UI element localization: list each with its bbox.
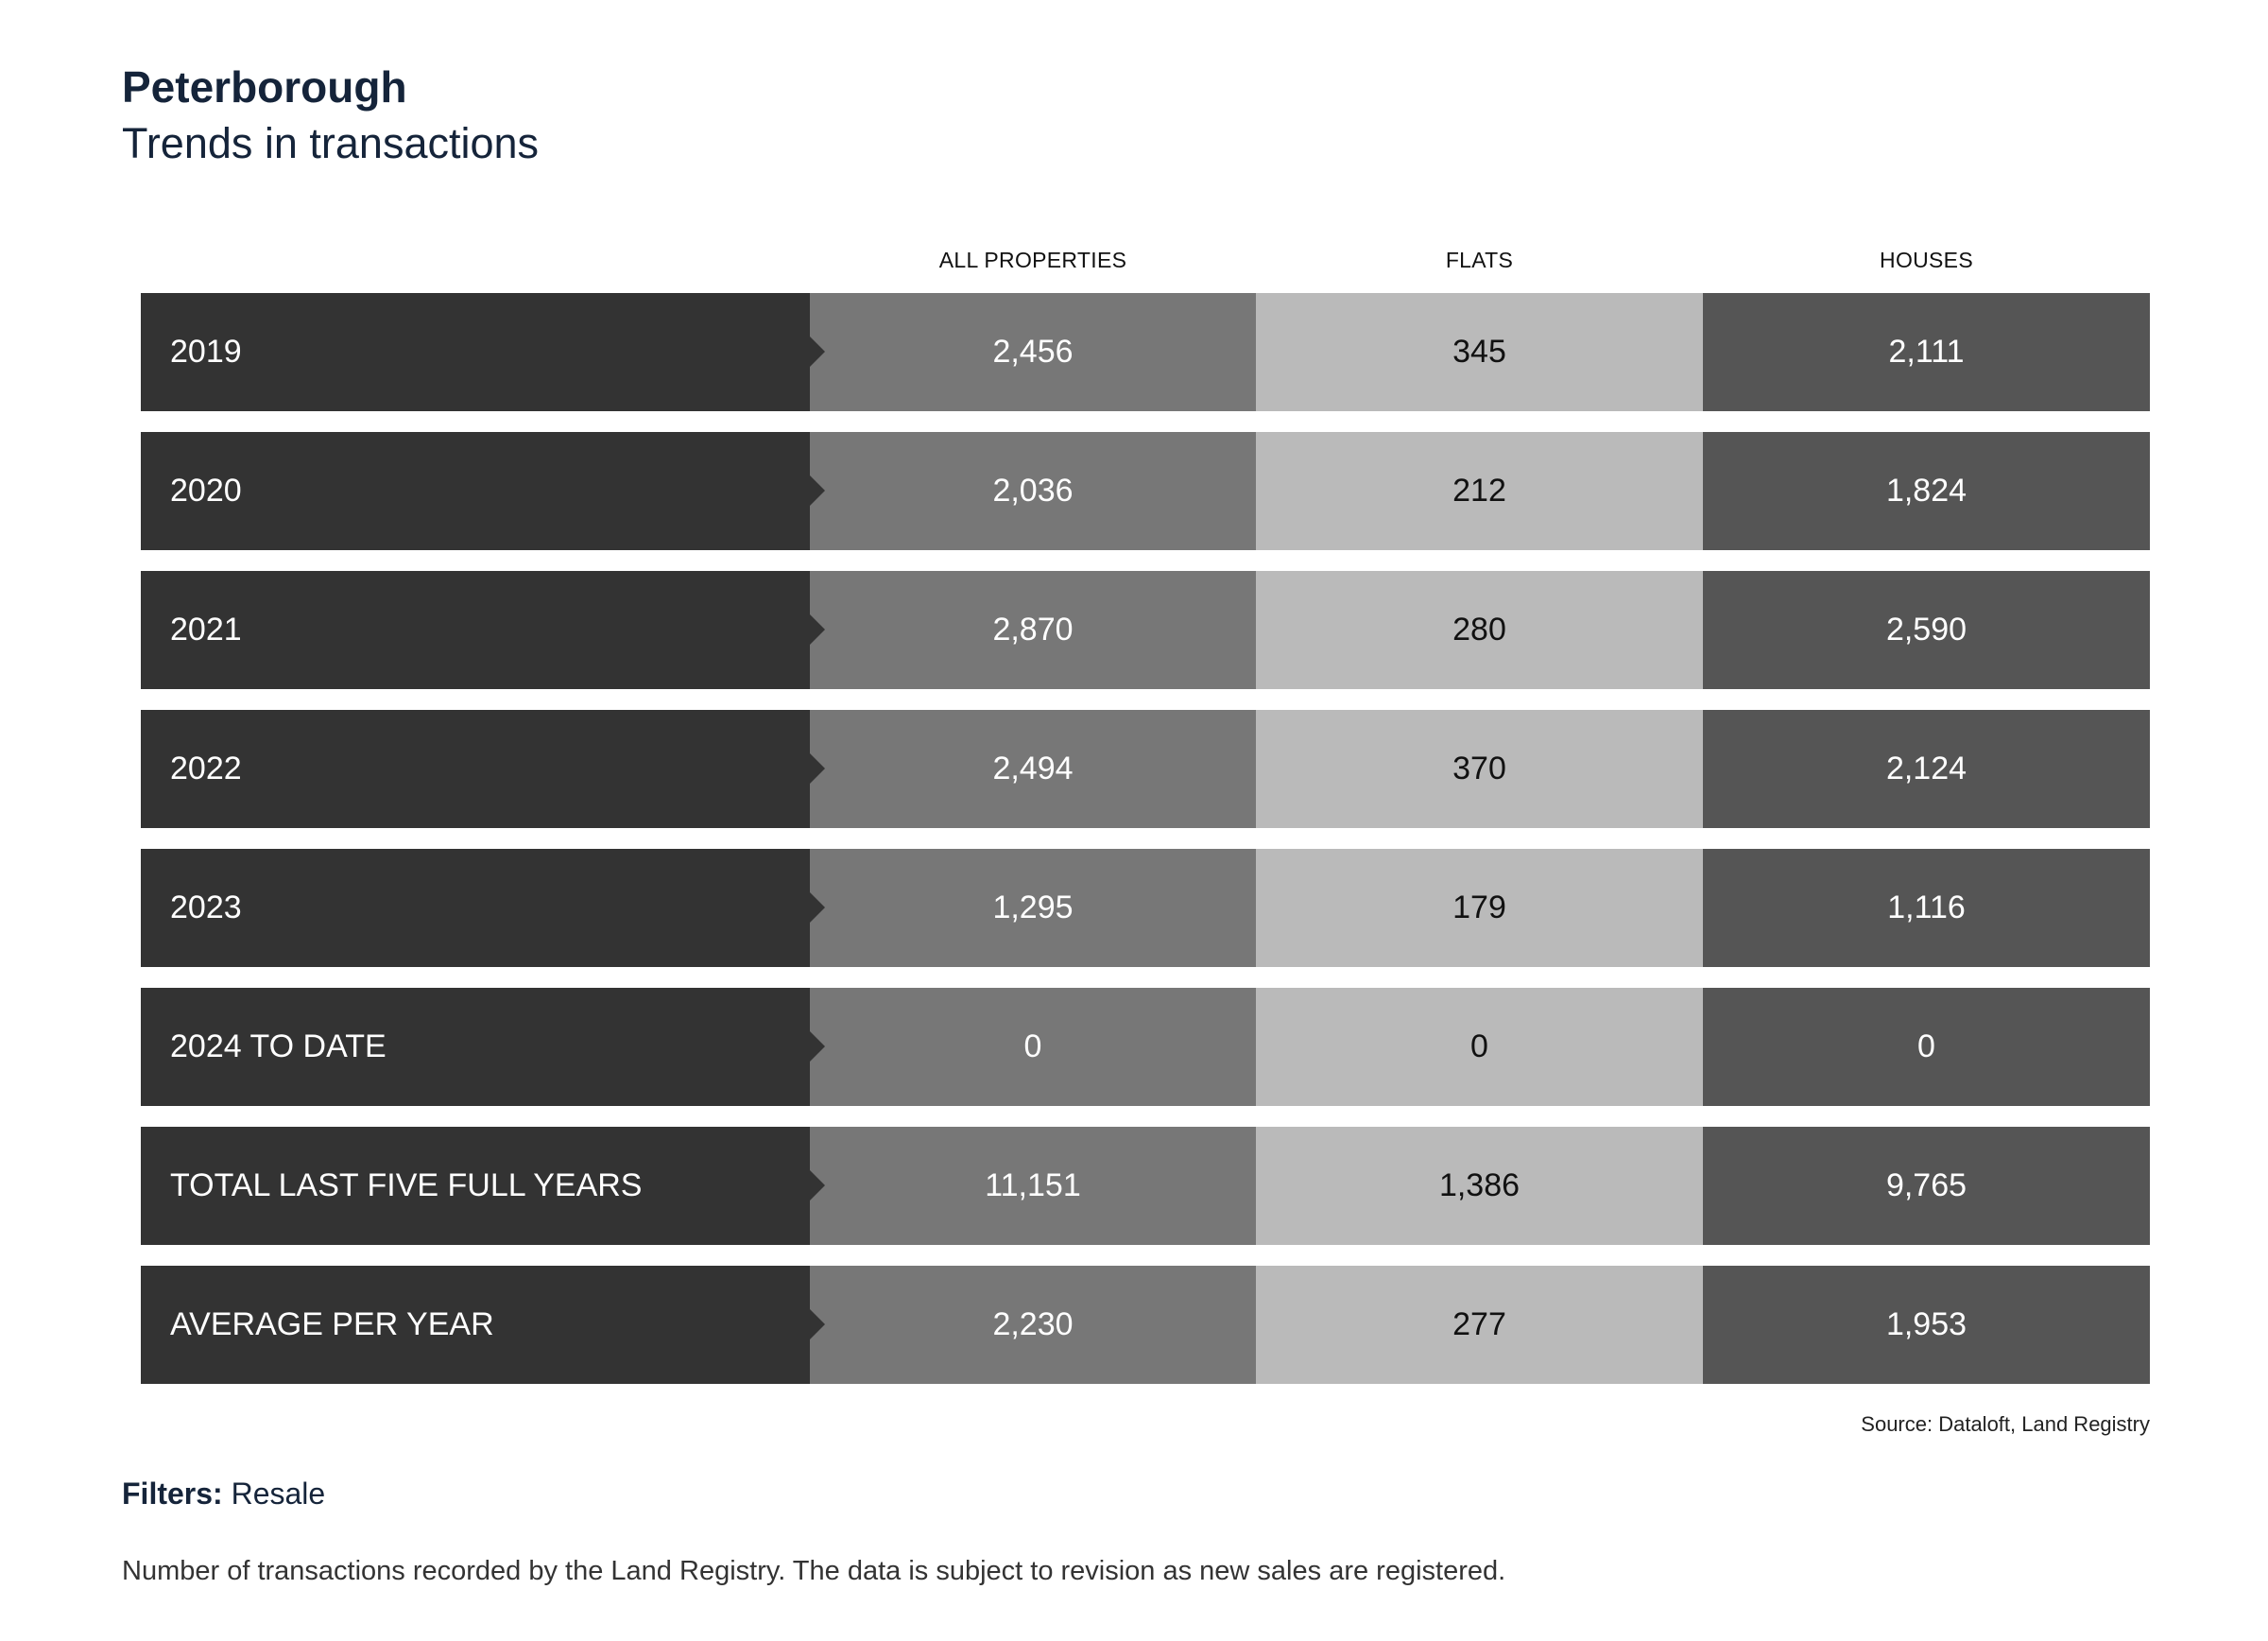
table-row: 2022 2,494 370 2,124 (141, 710, 2150, 828)
row-label: AVERAGE PER YEAR (141, 1266, 825, 1384)
cell-flats: 212 (1256, 432, 1703, 550)
row-label: 2022 (141, 710, 825, 828)
cell-all-properties: 2,036 (810, 432, 1256, 550)
filters-line: Filters: Resale (122, 1477, 325, 1511)
filters-label: Filters: (122, 1477, 223, 1511)
source-note: Source: Dataloft, Land Registry (1861, 1412, 2150, 1436)
cell-houses: 1,824 (1703, 432, 2150, 550)
cell-flats: 345 (1256, 293, 1703, 411)
table-row: 2021 2,870 280 2,590 (141, 571, 2150, 689)
cell-all-properties: 0 (810, 988, 1256, 1106)
cell-all-properties: 1,295 (810, 849, 1256, 967)
column-header-all-properties: ALL PROPERTIES (938, 248, 1127, 272)
table-row: 2019 2,456 345 2,111 (141, 293, 2150, 411)
cell-all-properties: 2,494 (810, 710, 1256, 828)
filters-value: Resale (231, 1477, 326, 1511)
table-row: 2020 2,036 212 1,824 (141, 432, 2150, 550)
cell-houses: 0 (1703, 988, 2150, 1106)
row-label: 2020 (141, 432, 825, 550)
page-subtitle: Trends in transactions (122, 119, 540, 167)
table-row: AVERAGE PER YEAR 2,230 277 1,953 (141, 1266, 2150, 1384)
cell-all-properties: 11,151 (810, 1127, 1256, 1245)
row-label: 2019 (141, 293, 825, 411)
row-label: 2024 TO DATE (141, 988, 825, 1106)
cell-flats: 277 (1256, 1266, 1703, 1384)
page-header: Peterborough Trends in transactions (122, 60, 539, 170)
cell-houses: 2,590 (1703, 571, 2150, 689)
table-row: 2023 1,295 179 1,116 (141, 849, 2150, 967)
table-body: 2019 2,456 345 2,111 2020 2,036 212 1,824 2021 2,… (141, 293, 2150, 1405)
cell-all-properties: 2,456 (810, 293, 1256, 411)
footnote: Number of transactions recorded by the L… (122, 1556, 1506, 1586)
row-label: 2023 (141, 849, 825, 967)
column-header-flats: FLATS (1445, 248, 1514, 272)
cell-houses: 1,116 (1703, 849, 2150, 967)
cell-houses: 2,111 (1703, 293, 2150, 411)
cell-houses: 9,765 (1703, 1127, 2150, 1245)
transactions-table: ALL PROPERTIES FLATS HOUSES 2019 2,456 345… (141, 248, 2150, 1384)
row-label: TOTAL LAST FIVE FULL YEARS (141, 1127, 825, 1245)
column-header-houses: HOUSES (1880, 248, 1973, 272)
cell-all-properties: 2,870 (810, 571, 1256, 689)
table-header: ALL PROPERTIES FLATS HOUSES (141, 248, 2150, 293)
cell-flats: 370 (1256, 710, 1703, 828)
cell-flats: 0 (1256, 988, 1703, 1106)
row-label: 2021 (141, 571, 825, 689)
page-title: Peterborough (122, 62, 407, 112)
cell-flats: 280 (1256, 571, 1703, 689)
cell-all-properties: 2,230 (810, 1266, 1256, 1384)
cell-flats: 179 (1256, 849, 1703, 967)
cell-houses: 1,953 (1703, 1266, 2150, 1384)
table-row: 2024 TO DATE 0 0 0 (141, 988, 2150, 1106)
table-row: TOTAL LAST FIVE FULL YEARS 11,151 1,386 9,7… (141, 1127, 2150, 1245)
cell-flats: 1,386 (1256, 1127, 1703, 1245)
cell-houses: 2,124 (1703, 710, 2150, 828)
